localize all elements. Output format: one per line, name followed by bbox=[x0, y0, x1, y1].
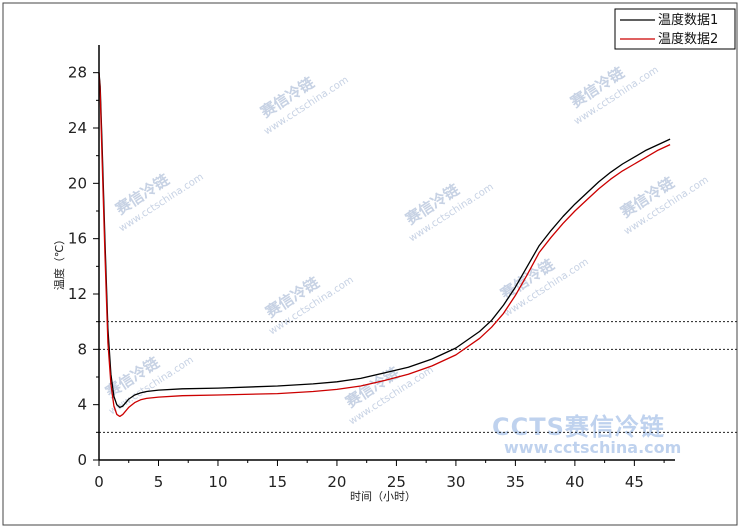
series-line-2 bbox=[98, 72, 671, 418]
legend-label-series-2: 温度数据2 bbox=[658, 31, 718, 47]
x-tick-label: 10 bbox=[208, 473, 227, 491]
x-axis-title: 时间（小时） bbox=[350, 490, 416, 503]
x-tick-label: 0 bbox=[94, 473, 104, 491]
series-line-1 bbox=[98, 72, 671, 409]
series-layer bbox=[98, 72, 671, 418]
x-tick-label: 45 bbox=[625, 473, 644, 491]
y-tick-label: 12 bbox=[68, 285, 87, 303]
y-tick-label: 0 bbox=[77, 451, 87, 469]
brand-watermark-title: CCTS赛信冷链 bbox=[492, 413, 665, 441]
x-tick-label: 15 bbox=[268, 473, 287, 491]
x-tick-label: 30 bbox=[446, 473, 465, 491]
legend-box bbox=[614, 8, 736, 50]
y-tick-label: 16 bbox=[68, 230, 87, 248]
y-tick-label: 4 bbox=[77, 396, 87, 414]
x-tick-label: 25 bbox=[387, 473, 406, 491]
x-tick-label: 5 bbox=[154, 473, 164, 491]
brand-watermark-url: www.cctschina.com bbox=[504, 438, 681, 457]
axes bbox=[98, 45, 675, 461]
y-tick-label: 20 bbox=[68, 174, 87, 192]
x-tick-label: 20 bbox=[327, 473, 346, 491]
y-tick-label: 8 bbox=[77, 340, 87, 358]
legend: 温度数据1 温度数据2 bbox=[614, 8, 736, 50]
x-tick-label: 40 bbox=[565, 473, 584, 491]
brand-watermark: CCTS赛信冷链 www.cctschina.com bbox=[492, 413, 681, 457]
y-ticks: 0 4 8 12 16 20 24 28 bbox=[68, 64, 99, 469]
x-ticks: 0 5 10 15 20 25 30 35 40 45 bbox=[94, 460, 665, 491]
y-tick-label: 28 bbox=[68, 64, 87, 82]
legend-label-series-1: 温度数据1 bbox=[658, 12, 718, 28]
y-tick-label: 24 bbox=[68, 119, 87, 137]
x-tick-label: 35 bbox=[506, 473, 525, 491]
y-axis-title: 温度（℃） bbox=[52, 234, 66, 290]
